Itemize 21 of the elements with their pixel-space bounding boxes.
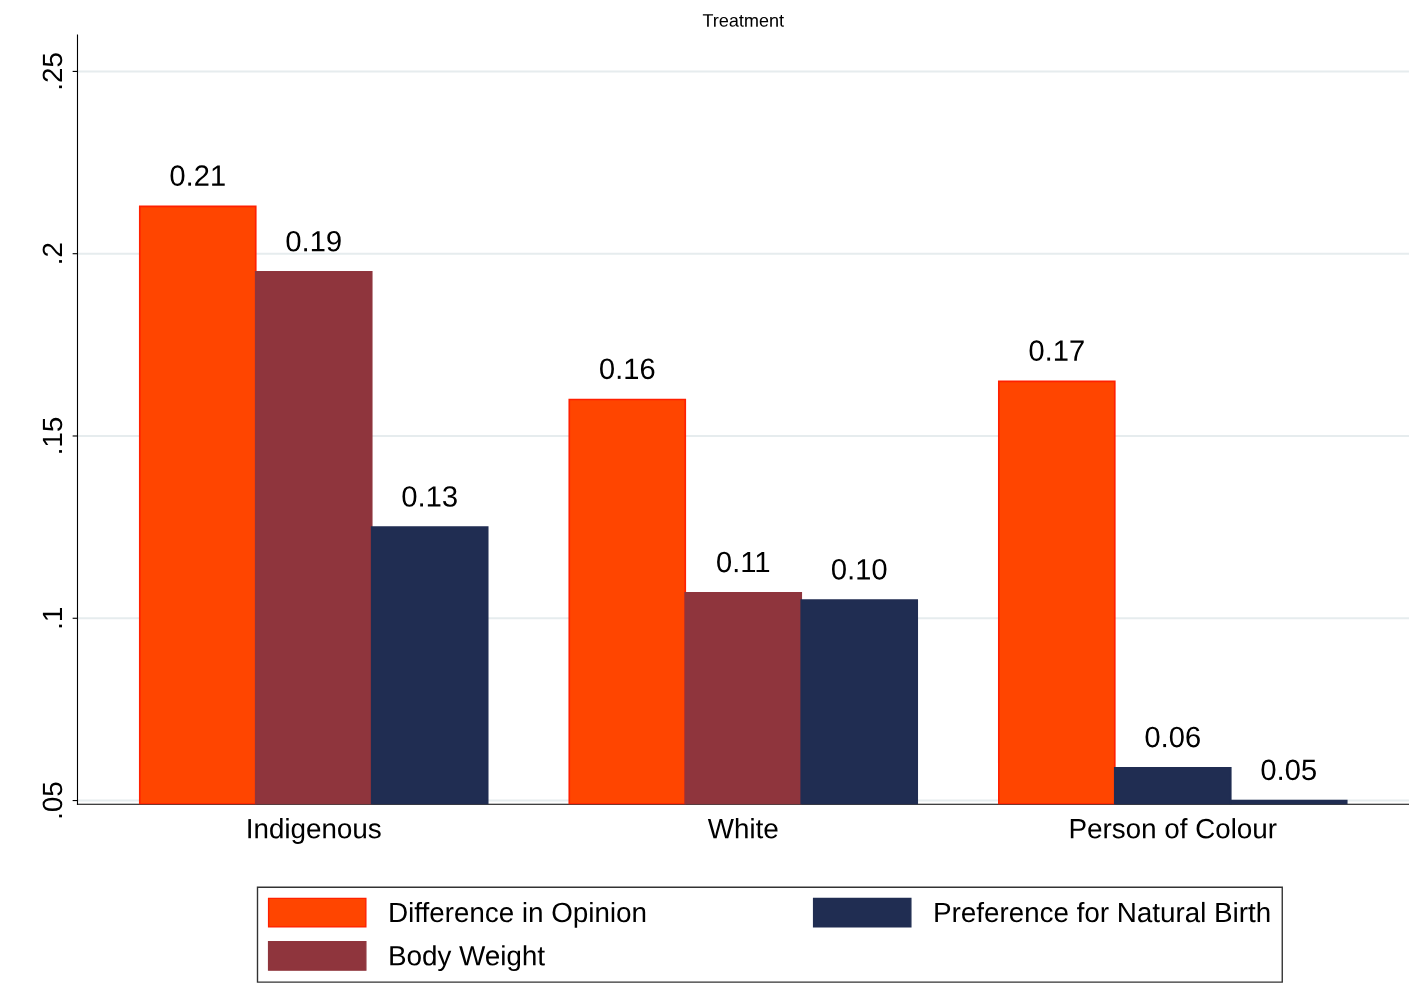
x-tick-label: Indigenous (248, 818, 381, 844)
data-label: 0.17 (1029, 340, 1084, 361)
y-tick-label: .1 (42, 608, 63, 628)
data-label: 0.06 (1145, 726, 1200, 748)
x-tick-label: White (707, 818, 778, 839)
y-tick-label: .15 (42, 417, 63, 453)
legend-label: Difference in Opinion (390, 901, 646, 928)
legend-label: Preference for Natural Birth (935, 901, 1270, 923)
chart-title: Treatment (702, 14, 784, 27)
data-label: 0.21 (170, 165, 225, 186)
x-tick-label: Person of Colour (1070, 818, 1277, 839)
data-label: 0.10 (831, 559, 887, 580)
data-label: 0.11 (717, 551, 770, 573)
y-tick-label: .05 (42, 782, 63, 818)
data-label: 0.19 (286, 230, 341, 252)
legend-label: Body Weight (390, 945, 545, 972)
y-tick-label: .2 (42, 243, 63, 263)
y-tick-label: .25 (42, 53, 63, 89)
data-label: 0.16 (600, 358, 655, 380)
data-label: 0.05 (1261, 759, 1316, 781)
data-label: 0.13 (402, 486, 457, 507)
